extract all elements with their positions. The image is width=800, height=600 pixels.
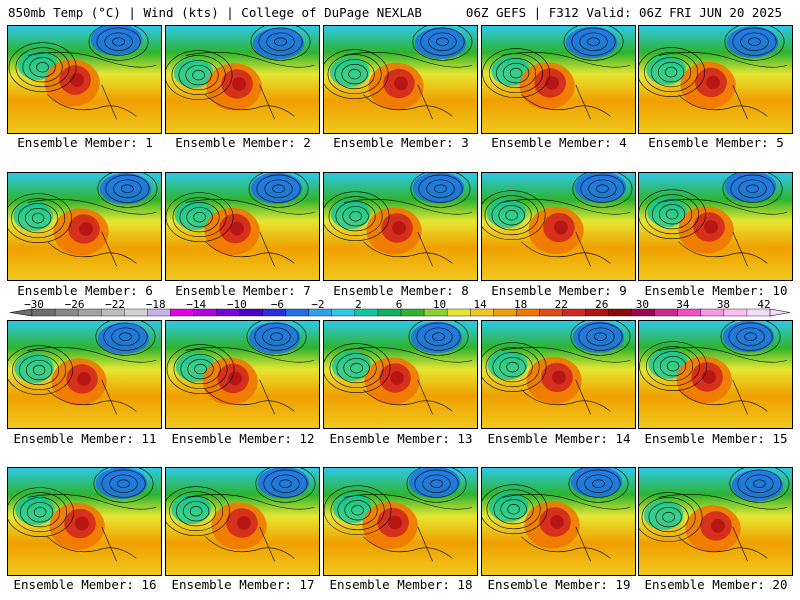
colorbar-tick-label: 22 <box>554 298 568 311</box>
member-label: Ensemble Member: 15 <box>644 431 788 446</box>
colorbar-tick-label: −6 <box>270 298 284 311</box>
colorbar-tick-label: 26 <box>595 298 609 311</box>
colorbar-tick-label: −26 <box>64 298 85 311</box>
member-map-panel <box>165 25 320 134</box>
member-map-panel <box>638 25 793 134</box>
member-label: Ensemble Member: 3 <box>333 135 469 150</box>
colorbar-tick-label: −14 <box>186 298 207 311</box>
member-label: Ensemble Member: 14 <box>487 431 631 446</box>
member-map-panel <box>638 172 793 281</box>
colorbar-tick-label: −18 <box>145 298 166 311</box>
member-map-panel <box>481 172 636 281</box>
member-label: Ensemble Member: 5 <box>648 135 784 150</box>
colorbar-tick-label: −30 <box>24 298 44 311</box>
colorbar-segment <box>608 308 633 317</box>
member-label: Ensemble Member: 18 <box>329 577 473 592</box>
colorbar-tick-label: 42 <box>757 298 771 311</box>
member-label: Ensemble Member: 19 <box>487 577 631 592</box>
colorbar-tick-label: 10 <box>432 298 447 311</box>
member-label: Ensemble Member: 4 <box>491 135 627 150</box>
colorbar-right-arrow <box>769 308 790 317</box>
member-map-panel <box>7 172 162 281</box>
run-valid-time: 06Z GEFS | F312 Valid: 06Z FRI JUN 20 20… <box>465 5 782 20</box>
temperature-colorbar <box>10 308 790 317</box>
colorbar-segment <box>285 308 310 317</box>
colorbar-tick-label: 18 <box>514 298 528 311</box>
member-map-panel <box>165 172 320 281</box>
member-map-panel <box>323 172 478 281</box>
colorbar-tick-label: 30 <box>635 298 649 311</box>
member-label: Ensemble Member: 1 <box>17 135 153 150</box>
member-label: Ensemble Member: 2 <box>175 135 311 150</box>
colorbar-tick-label: 38 <box>716 298 731 311</box>
colorbar-tick-label: 14 <box>473 298 487 311</box>
member-map-panel <box>638 467 793 576</box>
member-label: Ensemble Member: 8 <box>333 283 469 298</box>
member-map-panel <box>7 25 162 134</box>
colorbar-segment <box>654 308 679 317</box>
member-map-panel <box>481 320 636 429</box>
member-label: Ensemble Member: 17 <box>171 577 315 592</box>
member-label: Ensemble Member: 13 <box>329 431 473 446</box>
member-label: Ensemble Member: 11 <box>13 431 157 446</box>
member-map-panel <box>323 25 478 134</box>
colorbar-segment <box>331 308 356 317</box>
colorbar-tick-label: 34 <box>676 298 690 311</box>
colorbar-tick-label: −2 <box>311 298 325 311</box>
colorbar-tick-label: −10 <box>226 298 247 311</box>
member-label: Ensemble Member: 6 <box>17 283 153 298</box>
member-map-panel <box>323 320 478 429</box>
member-map-panel <box>7 320 162 429</box>
member-label: Ensemble Member: 20 <box>644 577 788 592</box>
member-map-panel <box>7 467 162 576</box>
colorbar-segment <box>124 308 148 317</box>
member-map-panel <box>481 25 636 134</box>
member-label: Ensemble Member: 10 <box>644 283 788 298</box>
member-map-panel <box>638 320 793 429</box>
member-label: Ensemble Member: 16 <box>13 577 157 592</box>
colorbar-tick-label: 6 <box>395 298 403 311</box>
colorbar-tick-label: −22 <box>105 298 126 311</box>
colorbar-tick-label: 2 <box>355 298 362 311</box>
member-map-panel <box>165 320 320 429</box>
colorbar-segment <box>446 308 471 317</box>
member-label: Ensemble Member: 7 <box>175 283 311 298</box>
chart-title: 850mb Temp (°C) | Wind (kts) | College o… <box>8 5 422 20</box>
colorbar-segment <box>400 308 425 317</box>
member-map-panel <box>165 467 320 576</box>
member-map-panel <box>323 467 478 576</box>
member-label: Ensemble Member: 9 <box>491 283 627 298</box>
member-label: Ensemble Member: 12 <box>171 431 315 446</box>
member-map-panel <box>481 467 636 576</box>
